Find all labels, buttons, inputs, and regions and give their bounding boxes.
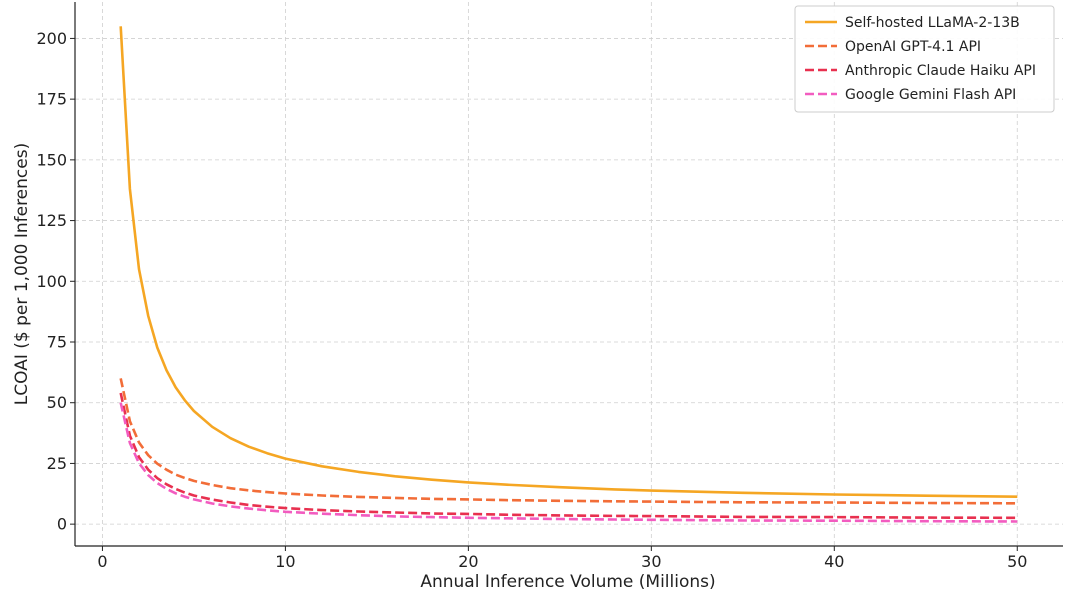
legend-label: Google Gemini Flash API: [845, 87, 1016, 103]
x-tick-label: 30: [641, 552, 661, 571]
y-axis-label: LCOAI ($ per 1,000 Inferences): [12, 143, 32, 405]
series-lines: [119, 26, 1018, 523]
series-line-2: [119, 378, 1018, 505]
y-tick-label: 50: [47, 393, 67, 412]
y-tick-label: 175: [36, 90, 67, 109]
grid: [75, 2, 1063, 546]
x-tick-label: 10: [275, 552, 295, 571]
series-line-4: [119, 402, 1018, 523]
axes: [70, 2, 1063, 551]
y-tick-label: 200: [36, 29, 67, 48]
y-tick-label: 125: [36, 211, 67, 230]
y-tick-label: 75: [47, 333, 67, 352]
legend-label: Self-hosted LLaMA-2-13B: [845, 15, 1020, 31]
series-line-1: [119, 26, 1018, 498]
x-axis-label: Annual Inference Volume (Millions): [420, 572, 715, 591]
x-tick-label: 50: [1007, 552, 1027, 571]
legend-frame: [794, 5, 1055, 113]
x-tick-label: 20: [458, 552, 478, 571]
series-line-3: [119, 392, 1018, 520]
tick-labels: 0 10 20 30 40 50 0 25 50 75 100 125 150 175 200: [36, 29, 1027, 571]
y-tick-label: 0: [57, 515, 67, 534]
x-tick-label: 40: [824, 552, 844, 571]
legend-label: Anthropic Claude Haiku API: [845, 63, 1036, 79]
x-tick-label: 0: [97, 552, 107, 571]
y-tick-label: 150: [36, 150, 67, 169]
y-tick-label: 25: [47, 454, 67, 473]
legend: Self-hosted LLaMA-2-13B OpenAI GPT-4.1 AP…: [794, 5, 1055, 113]
y-tick-label: 100: [36, 272, 67, 291]
legend-label: OpenAI GPT-4.1 API: [845, 39, 981, 55]
